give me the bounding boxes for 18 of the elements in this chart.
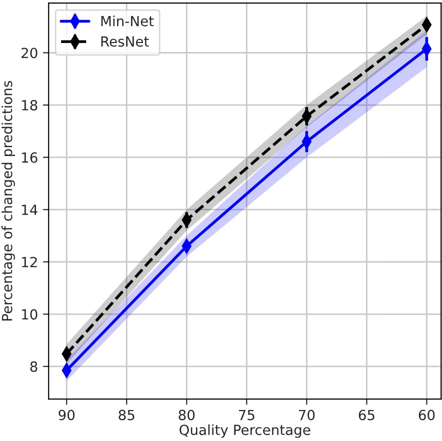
y-tick-label: 16 <box>22 152 38 163</box>
x-tick-label: 75 <box>238 410 254 420</box>
x-tick-label: 60 <box>418 410 435 420</box>
x-axis-title: Quality Percentage <box>180 424 310 438</box>
x-tick-label: 90 <box>58 410 75 420</box>
x-tick-label: 70 <box>298 410 315 420</box>
y-tick-label: 12 <box>22 256 37 268</box>
y-tick-label: 10 <box>22 309 38 320</box>
y-tick-label: 18 <box>22 100 38 111</box>
y-tick-label: 8 <box>30 361 38 372</box>
y-tick-label: 20 <box>22 48 38 58</box>
x-tick-label: 80 <box>178 410 195 420</box>
x-tick-label: 85 <box>118 410 134 420</box>
x-tick-label: 65 <box>358 410 374 420</box>
y-tick-label: 14 <box>22 204 38 215</box>
y-axis-title: Percentage of changed predictions <box>2 80 15 321</box>
legend-label: Min-Net <box>101 16 154 26</box>
legend-label: ResNet <box>101 36 149 47</box>
